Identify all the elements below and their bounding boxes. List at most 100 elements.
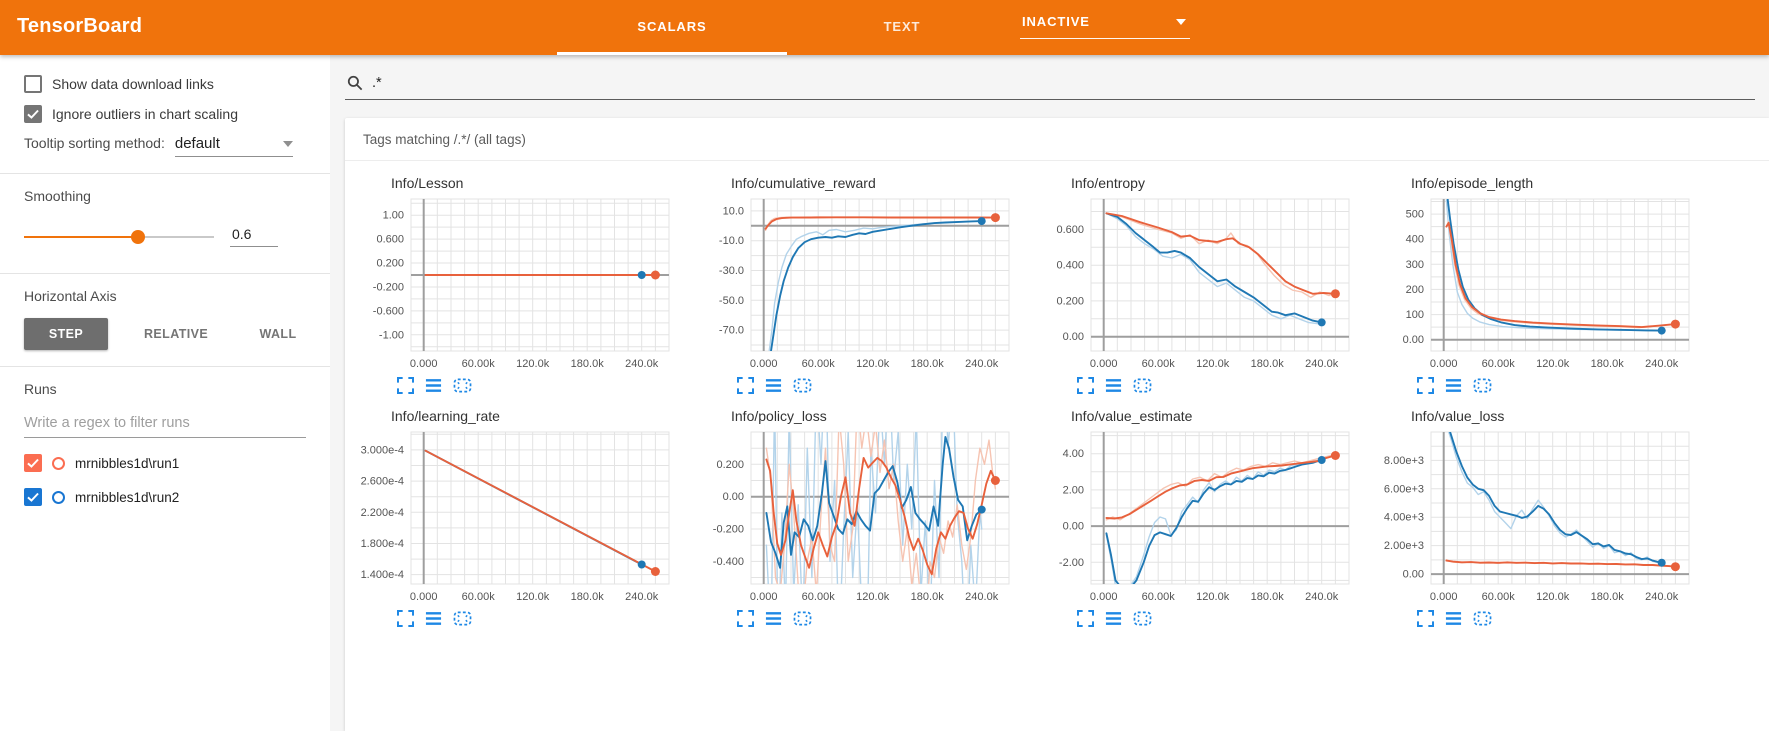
svg-text:-2.00: -2.00	[1059, 557, 1084, 569]
run-checkbox[interactable]	[24, 488, 42, 506]
tag-search-input[interactable]	[372, 75, 1753, 91]
run-item[interactable]: mrnibbles1d\run2	[24, 488, 306, 506]
axis-relative-button[interactable]: RELATIVE	[144, 327, 209, 341]
toggle-runs-icon[interactable]	[1105, 377, 1122, 394]
sidebar-section-horizontal-axis: Horizontal Axis STEP RELATIVE WALL	[0, 274, 330, 366]
sidebar: Show data download links Ignore outliers…	[0, 55, 330, 731]
checkbox-show-download-links[interactable]: Show data download links	[24, 75, 306, 93]
tooltip-sorting-value: default	[174, 135, 220, 152]
expand-chart-icon[interactable]	[1417, 610, 1434, 627]
svg-text:240.0k: 240.0k	[625, 358, 659, 370]
runs-filter-input[interactable]	[24, 411, 306, 438]
svg-text:0.000: 0.000	[750, 358, 778, 370]
expand-chart-icon[interactable]	[737, 377, 754, 394]
tooltip-sorting-row: Tooltip sorting method: default	[24, 135, 306, 157]
svg-text:180.0k: 180.0k	[1251, 358, 1285, 370]
run-checkbox[interactable]	[24, 454, 42, 472]
expand-chart-icon[interactable]	[397, 610, 414, 627]
svg-text:4.00: 4.00	[1063, 448, 1084, 460]
smoothing-label: Smoothing	[24, 188, 91, 204]
chart-card: Info/cumulative_reward 10.0 -10.0 -30.0 -50.…	[685, 175, 1025, 394]
svg-text:180.0k: 180.0k	[571, 591, 605, 603]
toggle-runs-icon[interactable]	[765, 377, 782, 394]
chart-plot[interactable]: 4.00 2.00 0.00 -2.00 0.000 60.00k 120.0k 180.0k…	[1025, 426, 1361, 608]
tab-scalars[interactable]: SCALARS	[557, 0, 787, 55]
svg-text:0.600: 0.600	[1056, 224, 1084, 236]
svg-text:120.0k: 120.0k	[1536, 358, 1570, 370]
chart-toolbar	[1417, 377, 1705, 394]
svg-text:-50.0: -50.0	[719, 295, 744, 307]
fit-domain-icon[interactable]	[1133, 377, 1152, 394]
toggle-runs-icon[interactable]	[1445, 610, 1462, 627]
app-title: TensorBoard	[17, 15, 143, 37]
svg-text:-1.00: -1.00	[379, 329, 404, 341]
checkbox-icon[interactable]	[24, 75, 42, 93]
tag-search-bar[interactable]	[345, 73, 1755, 100]
svg-text:0.400: 0.400	[1056, 260, 1084, 272]
tags-card-header[interactable]: Tags matching /.*/ (all tags)	[345, 118, 1769, 161]
sidebar-section-smoothing: Smoothing 0.6	[0, 174, 330, 273]
smoothing-slider[interactable]	[24, 229, 214, 245]
chart-plot[interactable]: 0.200 0.00 -0.200 -0.400 0.000 60.00k 120.0k 18…	[685, 426, 1021, 608]
chart-card: Info/entropy 0.600 0.400 0.200 0.00 0.000 60.0…	[1025, 175, 1365, 394]
svg-text:-30.0: -30.0	[719, 265, 744, 277]
check-icon	[27, 458, 39, 468]
svg-text:120.0k: 120.0k	[856, 591, 890, 603]
slider-thumb[interactable]	[131, 229, 145, 244]
toggle-runs-icon[interactable]	[425, 377, 442, 394]
status-dropdown-value: INACTIVE	[1022, 14, 1090, 29]
fit-domain-icon[interactable]	[1133, 610, 1152, 627]
expand-chart-icon[interactable]	[737, 610, 754, 627]
chart-plot[interactable]: 500 400 300 200 100 0.00 0.000 60.00k 120.0k 180.…	[1365, 193, 1701, 375]
toggle-runs-icon[interactable]	[765, 610, 782, 627]
status-dropdown[interactable]: INACTIVE	[1020, 14, 1190, 39]
expand-chart-icon[interactable]	[397, 377, 414, 394]
chart-title: Info/value_estimate	[1071, 408, 1193, 424]
expand-chart-icon[interactable]	[1417, 377, 1434, 394]
svg-text:1.800e-4: 1.800e-4	[361, 538, 404, 550]
chart-plot[interactable]: 8.00e+3 6.00e+3 4.00e+3 2.00e+3 0.00 0.000 60.…	[1365, 426, 1701, 608]
fit-domain-icon[interactable]	[453, 377, 472, 394]
fit-domain-icon[interactable]	[453, 610, 472, 627]
tab-text[interactable]: TEXT	[787, 0, 1017, 55]
check-icon	[27, 109, 39, 119]
divider	[0, 173, 330, 174]
run-item[interactable]: mrnibbles1d\run1	[24, 454, 306, 472]
svg-text:60.00k: 60.00k	[462, 591, 496, 603]
toggle-runs-icon[interactable]	[425, 610, 442, 627]
chart-plot[interactable]: 0.600 0.400 0.200 0.00 0.000 60.00k 120.0k 180.…	[1025, 193, 1361, 375]
fit-domain-icon[interactable]	[793, 377, 812, 394]
fit-domain-icon[interactable]	[793, 610, 812, 627]
expand-chart-icon[interactable]	[1077, 377, 1094, 394]
fit-domain-icon[interactable]	[1473, 610, 1492, 627]
svg-text:60.00k: 60.00k	[1142, 358, 1176, 370]
chart-title: Info/Lesson	[391, 175, 464, 191]
svg-text:240.0k: 240.0k	[625, 591, 659, 603]
chart-toolbar	[397, 377, 685, 394]
run-label: mrnibbles1d\run2	[75, 489, 180, 505]
fit-domain-icon[interactable]	[1473, 377, 1492, 394]
toggle-runs-icon[interactable]	[1445, 377, 1462, 394]
content: Show data download links Ignore outliers…	[0, 55, 1769, 731]
checkbox-ignore-outliers[interactable]: Ignore outliers in chart scaling	[24, 105, 306, 123]
axis-wall-button[interactable]: WALL	[259, 327, 297, 341]
svg-text:60.00k: 60.00k	[802, 358, 836, 370]
svg-text:0.000: 0.000	[1430, 358, 1458, 370]
chart-plot[interactable]: 3.000e-4 2.600e-4 2.200e-4 1.800e-4 1.400e-4…	[345, 426, 681, 608]
svg-text:120.0k: 120.0k	[1536, 591, 1570, 603]
chart-title: Info/entropy	[1071, 175, 1145, 191]
chart-toolbar	[737, 377, 1025, 394]
svg-text:4.00e+3: 4.00e+3	[1384, 512, 1424, 524]
tooltip-sorting-select[interactable]: default	[174, 135, 293, 157]
chart-plot[interactable]: 1.00 0.600 0.200 -0.200 -0.600 -1.00 0.000 60.0…	[345, 193, 681, 375]
svg-text:0.00: 0.00	[1063, 331, 1084, 343]
checkbox-label: Show data download links	[52, 76, 214, 92]
toggle-runs-icon[interactable]	[1105, 610, 1122, 627]
expand-chart-icon[interactable]	[1077, 610, 1094, 627]
axis-step-button[interactable]: STEP	[24, 318, 108, 350]
smoothing-value[interactable]: 0.6	[230, 226, 278, 247]
checkbox-icon[interactable]	[24, 105, 42, 123]
chart-plot[interactable]: 10.0 -10.0 -30.0 -50.0 -70.0 0.000 60.00k 120.0…	[685, 193, 1021, 375]
svg-text:-0.200: -0.200	[713, 524, 744, 536]
tooltip-sorting-label: Tooltip sorting method:	[24, 135, 165, 151]
